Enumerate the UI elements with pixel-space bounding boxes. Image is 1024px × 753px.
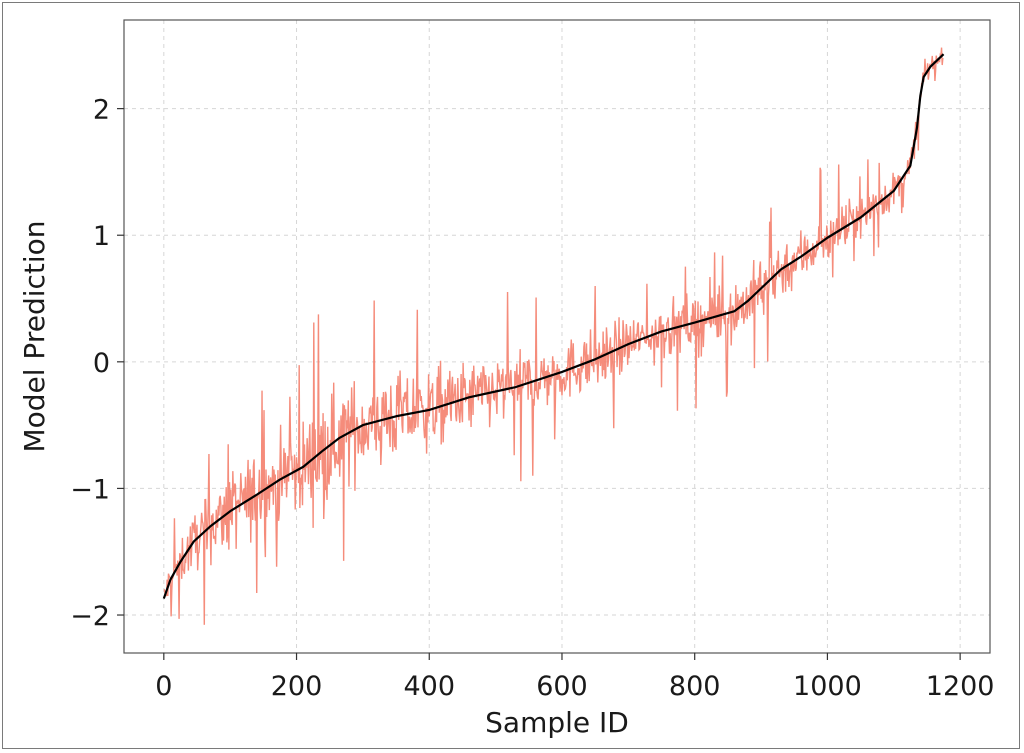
x-tick-label: 1000	[793, 671, 862, 702]
y-tick-label: 2	[93, 95, 110, 126]
sorted-prediction-line	[162, 53, 945, 599]
x-tick-label: 0	[155, 671, 172, 702]
plot-area	[123, 19, 991, 654]
y-tick-label: 1	[93, 221, 110, 252]
y-tick-label: −1	[70, 474, 110, 505]
y-axis-label: Model Prediction	[18, 220, 51, 452]
x-tick-label: 200	[271, 671, 323, 702]
noisy-prediction-series	[163, 47, 944, 625]
x-tick-label: 1200	[926, 671, 995, 702]
y-tick-label: −2	[70, 601, 110, 632]
x-tick-label: 400	[403, 671, 455, 702]
noisy-prediction-line	[163, 47, 944, 625]
x-axis-label: Sample ID	[485, 706, 629, 739]
x-tick-label: 600	[536, 671, 588, 702]
y-tick-label: 0	[93, 348, 110, 379]
axis-ticks: 0 200 400 600 800 1000 1200 −2 −1 0 1 2	[70, 95, 994, 702]
x-tick-label: 800	[669, 671, 721, 702]
grid	[124, 20, 990, 653]
sorted-prediction-series	[162, 53, 945, 599]
